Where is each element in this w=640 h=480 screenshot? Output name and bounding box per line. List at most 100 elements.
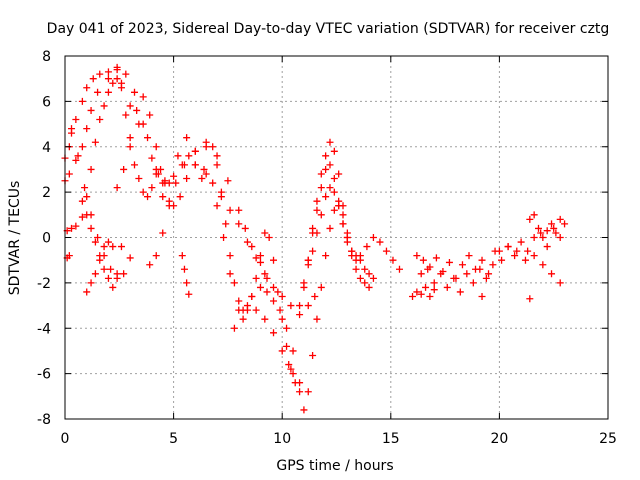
data-point — [226, 252, 234, 260]
data-point — [317, 211, 325, 219]
data-point — [313, 315, 321, 323]
series-track-q — [413, 220, 569, 282]
data-point — [304, 388, 312, 396]
data-point — [463, 270, 471, 278]
data-point — [465, 252, 473, 260]
x-tick-label: 10 — [273, 431, 291, 447]
data-point — [83, 211, 91, 219]
data-point — [165, 202, 173, 210]
data-point — [152, 170, 160, 178]
data-point — [395, 265, 403, 273]
data-point — [326, 138, 334, 146]
data-point — [276, 306, 284, 314]
data-point — [524, 247, 532, 255]
data-point — [243, 238, 251, 246]
y-tick-label: -4 — [37, 321, 51, 337]
y-tick-label: 0 — [42, 231, 51, 247]
data-point — [78, 197, 86, 205]
data-point — [72, 222, 80, 230]
data-point — [230, 324, 238, 332]
data-point — [356, 252, 364, 260]
data-point — [226, 206, 234, 214]
data-point — [369, 234, 377, 241]
data-point — [148, 154, 156, 162]
data-point — [87, 224, 95, 232]
data-point — [352, 265, 360, 273]
data-point — [326, 184, 334, 192]
data-point — [135, 175, 143, 183]
data-point — [287, 365, 295, 373]
data-point — [556, 215, 564, 223]
data-point — [126, 254, 134, 262]
data-point — [526, 295, 534, 303]
data-point — [270, 329, 278, 337]
series-track-o — [356, 234, 403, 273]
data-point — [72, 116, 80, 124]
data-point — [265, 234, 273, 241]
data-point — [133, 106, 141, 114]
data-point — [213, 161, 221, 169]
data-point — [537, 229, 545, 237]
data-point — [89, 75, 97, 83]
data-point — [339, 220, 347, 228]
data-point — [126, 134, 134, 142]
data-point — [283, 324, 291, 332]
data-point — [135, 120, 143, 128]
series-track-f — [83, 238, 117, 296]
series-track-s — [504, 243, 564, 287]
data-point — [287, 302, 295, 310]
data-point — [369, 274, 377, 282]
series-track-d — [68, 125, 134, 282]
data-point — [313, 229, 321, 237]
data-point — [343, 234, 351, 241]
data-point — [278, 315, 286, 323]
data-point — [109, 243, 117, 251]
data-point — [178, 161, 186, 169]
data-point — [330, 147, 338, 155]
data-point — [278, 347, 286, 355]
data-point — [144, 193, 152, 201]
x-tick-label: 20 — [490, 431, 508, 447]
data-point — [261, 229, 269, 237]
data-point — [430, 279, 438, 287]
data-point — [361, 265, 369, 273]
series-track-e — [78, 197, 125, 291]
data-point — [309, 351, 317, 359]
data-point — [326, 161, 334, 169]
data-point — [313, 197, 321, 205]
data-point — [78, 143, 86, 151]
data-point — [100, 243, 108, 251]
data-point — [330, 175, 338, 183]
data-point — [552, 229, 560, 237]
data-point — [113, 75, 121, 83]
data-point — [296, 311, 304, 319]
series-track-l — [296, 138, 373, 310]
data-point — [283, 342, 291, 350]
data-point — [235, 220, 243, 228]
data-point — [83, 193, 91, 201]
data-point — [100, 265, 108, 273]
data-point — [174, 152, 182, 160]
data-point — [495, 247, 503, 255]
data-point — [511, 252, 519, 260]
data-point — [339, 211, 347, 219]
data-point — [550, 224, 558, 232]
data-point — [270, 297, 278, 305]
data-point — [159, 179, 167, 187]
data-point — [96, 256, 104, 264]
series-track-a — [61, 63, 271, 282]
data-point — [185, 290, 193, 298]
data-points — [61, 63, 569, 414]
data-point — [296, 302, 304, 310]
data-point — [239, 306, 247, 314]
series-isolated-points — [63, 252, 534, 303]
data-point — [183, 175, 191, 183]
data-point — [534, 224, 542, 232]
data-point — [170, 172, 178, 180]
data-point — [230, 279, 238, 287]
data-point — [489, 261, 497, 269]
y-tick-label: 4 — [42, 140, 51, 156]
data-point — [322, 152, 330, 160]
data-point — [65, 252, 73, 260]
data-point — [83, 125, 91, 133]
